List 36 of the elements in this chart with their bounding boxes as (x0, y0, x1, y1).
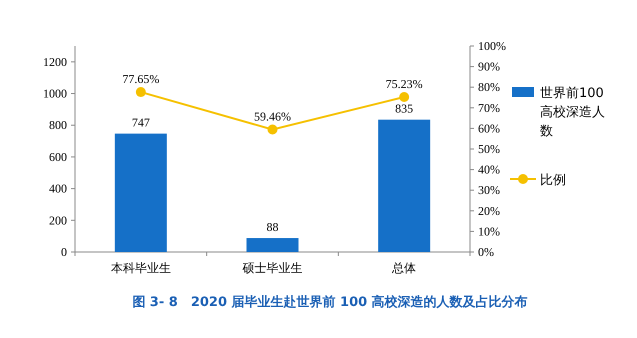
y2-tick-label: 60% (478, 121, 500, 136)
point (268, 124, 278, 135)
x-tick-label: 总体 (391, 261, 416, 275)
data-label: 88 (266, 220, 278, 234)
legend-label: 比例 (540, 173, 566, 188)
y2-tick-label: 30% (478, 183, 500, 198)
y-tick-label: 600 (49, 150, 67, 164)
y2-tick-label: 80% (478, 80, 500, 94)
y2-tick-label: 10% (478, 224, 500, 238)
y2-tick-label: 100% (478, 39, 506, 53)
data-label: 59.46% (254, 110, 291, 124)
y-tick-label: 1000 (43, 86, 67, 101)
y-tick-label: 200 (49, 213, 67, 228)
bar (114, 134, 167, 252)
y2-tick-label: 50% (478, 142, 500, 156)
data-label: 835 (395, 102, 414, 116)
text: 图 3- 8 2020 届毕业生赴世界前 100 高校深造的人数及占比分布 (132, 294, 528, 310)
y2-tick-label: 70% (478, 100, 500, 115)
bar (378, 120, 430, 252)
y-tick-label: 400 (49, 182, 67, 196)
data-label: 747 (132, 116, 150, 130)
y2-tick-label: 90% (478, 60, 500, 74)
data-label: 75.23% (386, 77, 423, 92)
y-tick-label: 1200 (43, 54, 67, 69)
x-tick-label: 硕士毕业生 (242, 261, 302, 275)
y-tick-label: 800 (49, 118, 67, 132)
y2-tick-label: 0% (478, 245, 494, 259)
point (399, 92, 410, 102)
y-tick-label: 0 (61, 245, 67, 259)
y2-tick-label: 20% (478, 204, 500, 218)
legend-label: 世界前100高校深造人数 (540, 86, 605, 139)
point (136, 87, 146, 98)
data-label: 77.65% (122, 72, 160, 86)
bar (246, 238, 298, 252)
x-tick-label: 本科毕业生 (110, 261, 171, 275)
y2-tick-label: 40% (478, 162, 500, 177)
